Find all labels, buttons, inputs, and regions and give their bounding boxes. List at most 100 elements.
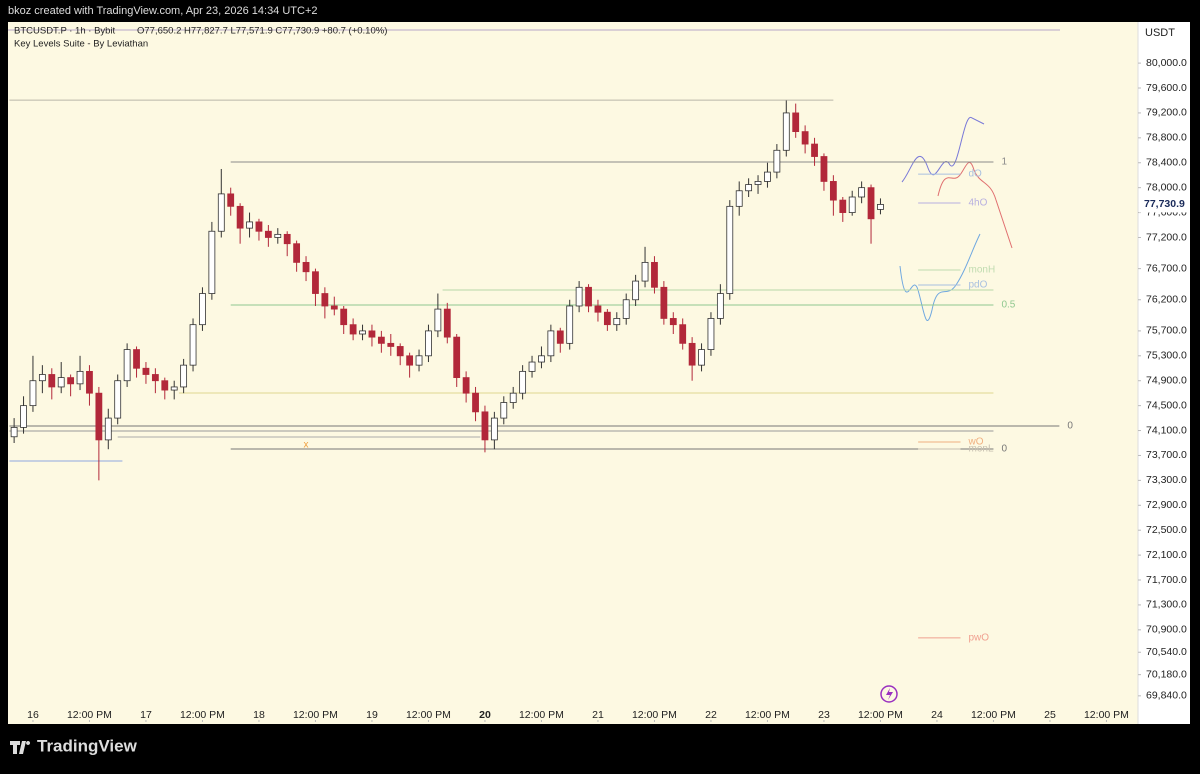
x-tick-label: 21 xyxy=(592,709,604,721)
candle-body xyxy=(538,355,545,363)
x-tick-label: 17 xyxy=(140,709,152,721)
candle-body xyxy=(57,377,65,388)
x-tick-label: 12:00 PM xyxy=(519,709,564,721)
candle-body xyxy=(556,330,564,344)
y-tick-label: 74,900.0 xyxy=(1146,375,1187,387)
candle-body xyxy=(368,330,376,338)
level-label: 0 xyxy=(1067,421,1073,432)
candle-body xyxy=(312,271,319,294)
x-tick-label: 12:00 PM xyxy=(293,709,338,721)
candle-body xyxy=(180,364,188,388)
candle-body xyxy=(321,293,329,307)
y-tick-label: 74,100.0 xyxy=(1146,424,1187,436)
candle-body xyxy=(453,336,461,379)
candle-body xyxy=(660,286,668,319)
plot-background xyxy=(8,22,1138,724)
candle-body xyxy=(754,181,762,185)
y-tick-label: 78,000.0 xyxy=(1146,181,1187,193)
candle-body xyxy=(133,349,140,369)
candle-body xyxy=(425,330,432,357)
level-label: monH xyxy=(968,265,995,276)
x-tick-label: 12:00 PM xyxy=(67,709,112,721)
projection-path xyxy=(937,162,1013,249)
candle-body xyxy=(472,392,479,413)
y-tick-label: 77,200.0 xyxy=(1146,231,1187,243)
x-tick-label: 12:00 PM xyxy=(406,709,451,721)
candle-body xyxy=(142,367,150,375)
y-tick-label: 76,700.0 xyxy=(1146,262,1187,274)
y-tick-label: 73,300.0 xyxy=(1146,474,1187,486)
candle-body xyxy=(170,386,178,391)
y-tick-label: 73,700.0 xyxy=(1146,449,1187,461)
x-tick-label: 18 xyxy=(253,709,265,721)
candle-body xyxy=(246,221,253,229)
candle-body xyxy=(293,243,301,263)
currency: USDT xyxy=(1145,27,1175,39)
candle-body xyxy=(481,411,489,441)
candle-body xyxy=(236,205,244,229)
candle-body xyxy=(698,349,705,366)
brand: TradingView xyxy=(37,736,138,755)
candle-body xyxy=(283,233,291,245)
annotation: x xyxy=(304,440,309,451)
candle-body xyxy=(274,233,282,238)
candle-body xyxy=(434,308,442,332)
ohlc-legend: O77,650.2 H77,827.7 L77,571.9 C77,730.9 … xyxy=(137,26,387,37)
candle-body xyxy=(641,261,649,282)
level-label: pdO xyxy=(968,280,987,291)
alert-icon-bolt xyxy=(886,688,893,700)
y-tick-label: 71,700.0 xyxy=(1146,574,1187,586)
candle-body xyxy=(264,230,272,238)
candle-body xyxy=(227,193,235,207)
candle-body xyxy=(255,221,263,232)
last-price-label: 77,730.9 xyxy=(1144,198,1185,210)
candle-body xyxy=(792,112,800,133)
candle-body xyxy=(613,318,621,326)
candle-body xyxy=(848,196,856,213)
candle-body xyxy=(773,149,781,173)
candle-body xyxy=(48,374,56,388)
candle-body xyxy=(679,324,687,344)
candle-body xyxy=(377,336,385,344)
candle-body xyxy=(104,417,112,441)
projection-path xyxy=(899,233,981,321)
candle-body xyxy=(547,330,555,357)
candle-body xyxy=(67,377,75,385)
x-tick-label: 22 xyxy=(705,709,717,721)
candle-body xyxy=(867,187,875,220)
candle-body xyxy=(359,330,366,335)
candle-body xyxy=(528,361,536,372)
candle-body xyxy=(509,392,517,403)
candle-body xyxy=(669,318,677,326)
candle-body xyxy=(20,405,27,428)
candle-body xyxy=(839,199,847,213)
candle-body xyxy=(811,143,818,157)
x-tick-label: 24 xyxy=(931,709,943,721)
y-tick-label: 71,300.0 xyxy=(1146,599,1187,611)
candle-body xyxy=(764,171,771,182)
candle-body xyxy=(161,380,169,391)
candle-body xyxy=(340,308,348,326)
candle-body xyxy=(575,286,583,307)
price-axis-background xyxy=(1138,22,1190,724)
y-tick-label: 74,500.0 xyxy=(1146,399,1187,411)
last-price-tag xyxy=(1139,196,1190,213)
alert-icon[interactable] xyxy=(880,685,898,703)
candle-body xyxy=(877,204,884,210)
candle-body xyxy=(707,318,715,350)
level-label: 4hO xyxy=(968,198,987,209)
candle-body xyxy=(603,311,611,326)
symbol: BTCUSDT.P · 1h · Bybit xyxy=(14,26,116,37)
candle-body xyxy=(10,427,18,438)
y-tick-label: 72,100.0 xyxy=(1146,549,1187,561)
candle-body xyxy=(114,380,122,419)
y-tick-label: 70,540.0 xyxy=(1146,646,1187,658)
candle-body xyxy=(38,374,46,382)
level-label: pwO xyxy=(968,633,989,644)
candle-body xyxy=(387,342,395,347)
candle-body xyxy=(151,374,159,382)
indicator-name: Key Levels Suite - By Leviathan xyxy=(14,39,148,50)
candle-body xyxy=(302,261,310,273)
